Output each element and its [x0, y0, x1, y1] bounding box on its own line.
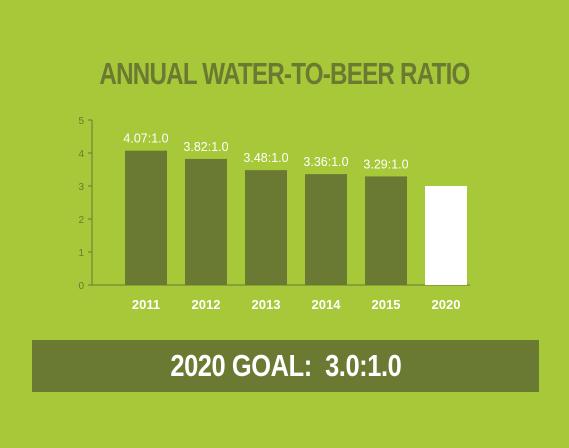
x-tick-label: 2020: [432, 297, 461, 312]
x-axis-ticks: 2011 2012 2013 2014 2015 2020: [132, 297, 461, 312]
y-tick-label: 0: [78, 281, 84, 292]
x-tick-label: 2014: [312, 297, 342, 312]
bars: [125, 150, 467, 285]
x-tick-label: 2011: [132, 297, 160, 312]
y-tick-label: 3: [78, 182, 84, 193]
bar: [185, 158, 227, 285]
goal-text: 2020 GOAL: 3.0:1.0: [170, 348, 401, 383]
data-label: 3.29:1.0: [363, 157, 408, 171]
y-tick-label: 1: [78, 248, 84, 259]
y-tick-label: 4: [78, 149, 84, 160]
bar: [305, 174, 347, 285]
data-label: 3.82:1.0: [183, 140, 228, 154]
data-label: 3.36:1.0: [303, 155, 348, 169]
data-label: 3.48:1.0: [243, 151, 288, 165]
chart-title: ANNUAL WATER-TO-BEER RATIO: [99, 56, 470, 91]
x-tick-label: 2013: [252, 297, 281, 312]
y-tick-label: 2: [78, 215, 84, 226]
bar: [245, 170, 287, 285]
goal-banner: 2020 GOAL: 3.0:1.0: [32, 340, 539, 392]
bar: [125, 150, 167, 285]
y-tick-label: 5: [78, 116, 84, 127]
bar-goal: [425, 186, 467, 285]
bar: [365, 176, 407, 285]
data-labels: 4.07:1.0 3.82:1.0 3.48:1.0 3.36:1.0 3.29:1.0: [123, 132, 408, 172]
data-label: 4.07:1.0: [123, 132, 168, 146]
x-tick-label: 2015: [372, 297, 401, 312]
x-tick-label: 2012: [192, 297, 221, 312]
